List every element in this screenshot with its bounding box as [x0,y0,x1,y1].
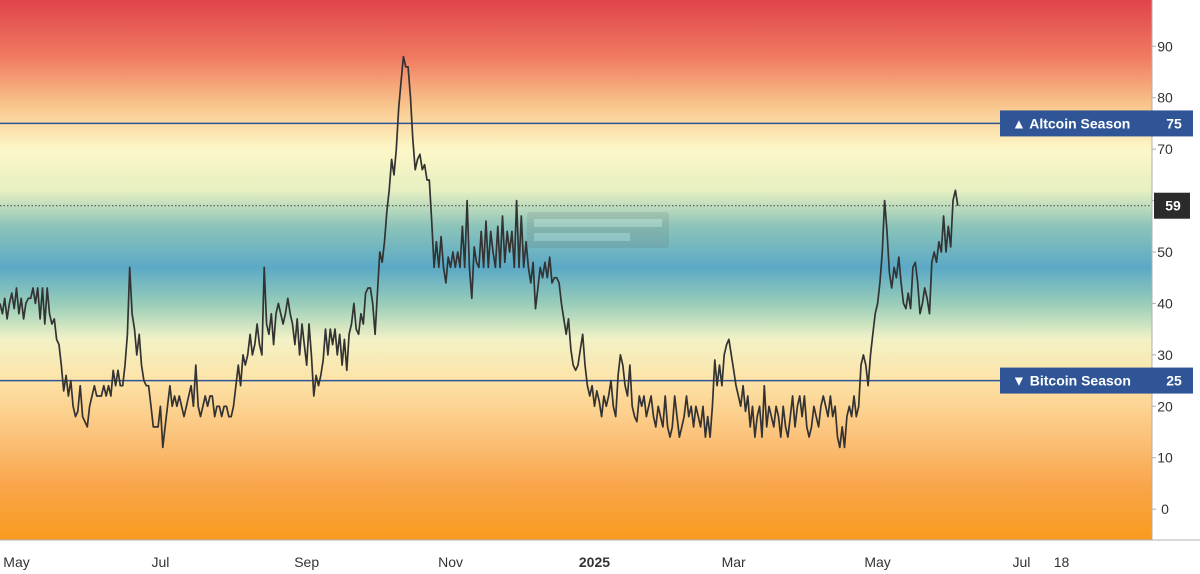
threshold-lines [0,122,1152,382]
y-tick-label: 50 [1157,244,1173,260]
x-tick-label: 18 [1054,554,1070,570]
y-tick-label: 90 [1157,38,1173,54]
watermark-logo [527,212,669,248]
threshold-value: 25 [1166,373,1182,389]
plot-background [0,0,1152,540]
x-tick-label: Jul [1013,554,1031,570]
current-value-box [1154,192,1190,219]
y-tick-label: 30 [1157,347,1173,363]
y-tick-label: 20 [1157,398,1173,414]
y-axis: 0102030405060708090 [1151,0,1173,540]
x-tick-label: May [3,554,29,570]
axis-background [1152,0,1200,574]
y-tick-label: 40 [1157,295,1173,311]
line-series [0,55,959,449]
x-tick-label: Nov [438,554,463,570]
x-tick-label: Jul [151,554,169,570]
index-line [0,55,959,449]
x-axis-background [0,540,1200,574]
current-value-label: 59 [1165,198,1181,214]
x-tick-label: May [864,554,890,570]
x-axis: May Jul Sep Nov 2025 Mar May Jul 18 [0,539,1200,574]
y-tick-label: 10 [1157,450,1173,466]
threshold-label-box [1000,110,1193,137]
x-tick-label: 2025 [579,554,610,570]
threshold-label: ▲ Altcoin Season [1012,115,1130,131]
threshold-label: ▼ Bitcoin Season [1012,373,1131,389]
threshold-value: 75 [1166,115,1182,131]
y-tick-label: 70 [1157,141,1173,157]
y-tick-label: 0 [1161,501,1169,517]
x-tick-label: Mar [722,554,746,570]
y-tick-label: 80 [1157,90,1173,106]
x-tick-label: Sep [294,554,319,570]
current-value-badge: 59 [1154,192,1190,219]
threshold-label-box [1000,367,1193,394]
threshold-labels: ▲ Altcoin Season 75 ▼ Bitcoin Season 25 [1000,110,1193,394]
